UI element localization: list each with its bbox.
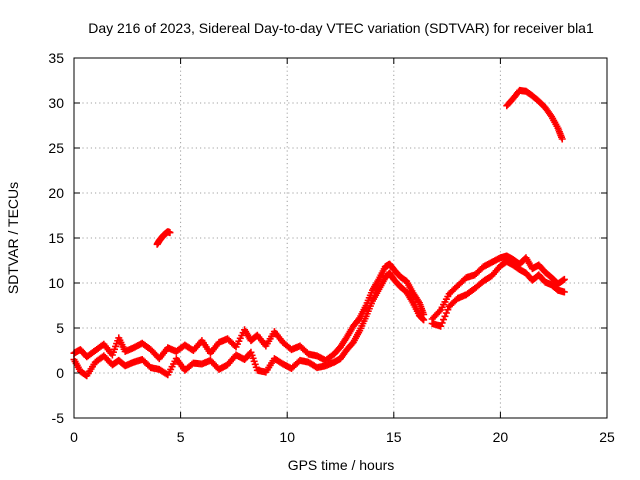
y-axis-label: SDTVAR / TECUs xyxy=(5,182,21,294)
x-tick-label: 0 xyxy=(70,429,78,445)
axes: 0 5 10 15 20 25 -5 0 5 10 15 20 25 30 35 xyxy=(48,50,615,445)
data-point-afternoon-band xyxy=(435,308,443,315)
data-point-afternoon-band-lower xyxy=(444,306,452,314)
y-tick-label: 10 xyxy=(48,275,64,291)
x-axis-label: GPS time / hours xyxy=(288,457,395,473)
data-point-afternoon-band-lower xyxy=(560,288,568,296)
y-tick-label: 5 xyxy=(56,320,64,336)
data-point-afternoon-band-lower xyxy=(442,309,450,317)
gridlines xyxy=(74,58,607,418)
chart-title: Day 216 of 2023, Sidereal Day-to-day VTE… xyxy=(88,20,594,36)
y-tick-label: 20 xyxy=(48,185,64,201)
data-point-late-arc xyxy=(558,135,566,143)
data-point-main-band-lower xyxy=(420,316,428,324)
data-point-afternoon-band-lower xyxy=(441,312,449,320)
y-tick-label: 15 xyxy=(48,230,64,246)
y-tick-label: 35 xyxy=(48,50,64,66)
data-point-afternoon-band-lower xyxy=(440,316,448,324)
x-tick-label: 25 xyxy=(599,429,615,445)
data-points xyxy=(70,86,568,380)
data-point-afternoon-band-lower xyxy=(438,319,446,327)
y-tick-label: 0 xyxy=(56,365,64,381)
data-point-afternoon-band-lower xyxy=(437,322,445,330)
y-tick-label: 30 xyxy=(48,95,64,111)
y-tick-label: -5 xyxy=(52,410,65,426)
data-point-afternoon-band xyxy=(560,275,568,283)
x-tick-label: 10 xyxy=(279,429,295,445)
y-tick-label: 25 xyxy=(48,140,64,156)
x-tick-label: 15 xyxy=(386,429,402,445)
x-tick-label: 5 xyxy=(177,429,185,445)
data-point-early-arc xyxy=(166,229,174,237)
x-tick-label: 20 xyxy=(493,429,509,445)
